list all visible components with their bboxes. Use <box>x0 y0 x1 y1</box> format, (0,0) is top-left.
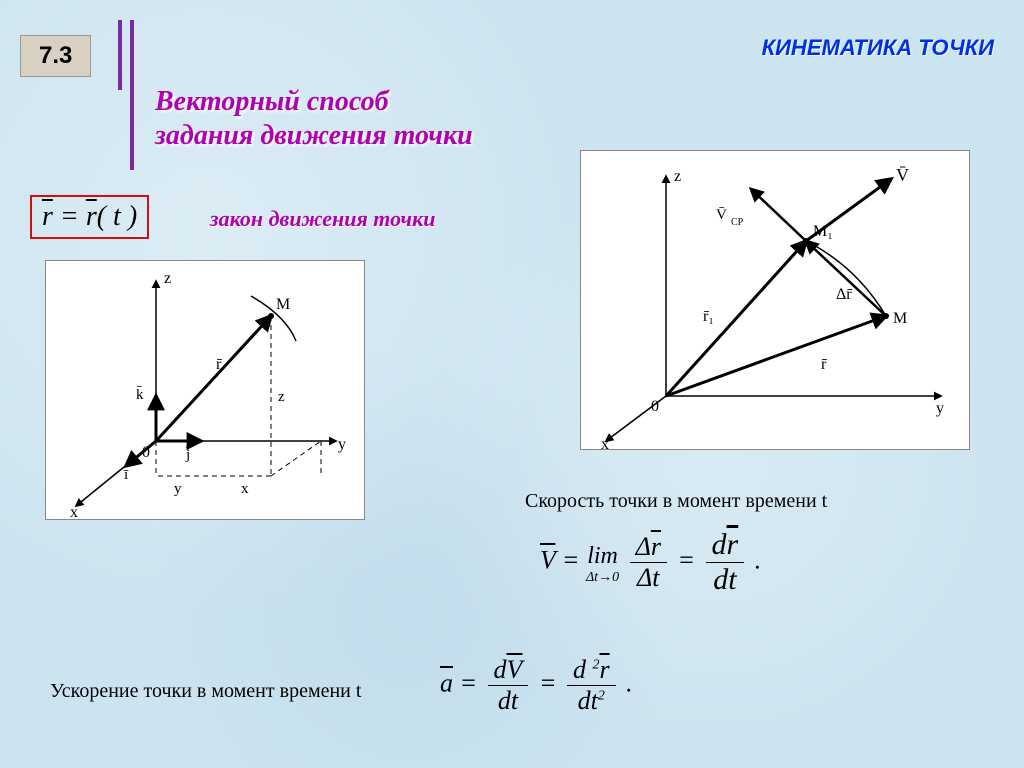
divider-vertical-long <box>130 20 134 170</box>
svg-text:Δr̄: Δr̄ <box>836 286 853 303</box>
svg-text:y: y <box>936 400 944 417</box>
svg-text:r̄: r̄ <box>821 356 828 373</box>
svg-text:z: z <box>164 270 171 287</box>
svg-text:M: M <box>276 296 290 313</box>
svg-text:x: x <box>70 504 78 521</box>
title-line-2: задания движения точки <box>155 120 473 151</box>
diagram-coordinate-system: z y x 0 M r̄ k̄ j̄ ī z x y <box>45 260 365 520</box>
svg-text:M₁: M₁ <box>813 223 833 240</box>
section-header: КИНЕМАТИКА ТОЧКИ <box>762 35 994 61</box>
svg-text:z: z <box>278 389 285 405</box>
diagram-1-svg: z y x 0 M r̄ k̄ j̄ ī z x y <box>46 261 366 521</box>
svg-text:x: x <box>601 436 609 451</box>
svg-text:y: y <box>338 436 346 453</box>
velocity-caption: Скорость точки в момент времени t <box>525 490 827 513</box>
acceleration-caption: Ускорение точки в момент времени t <box>50 680 361 703</box>
svg-text:ī: ī <box>123 467 129 483</box>
svg-text:k̄: k̄ <box>136 387 144 403</box>
title-line-1: Векторный способ <box>155 86 389 117</box>
acceleration-formula: a = dVdt = d 2rdt2 . <box>440 655 633 716</box>
divider-vertical-short <box>118 20 122 90</box>
svg-text:j̄: j̄ <box>185 447 191 463</box>
velocity-formula: V = limΔt→0 ΔrΔt = drdt . <box>540 528 761 597</box>
svg-text:x: x <box>241 481 249 497</box>
svg-text:CP: CP <box>731 217 744 228</box>
svg-text:M: M <box>893 310 907 327</box>
diagram-2-svg: z y x 0 M M₁ r̄ r̄₁ Δr̄ V̄ V̄ CP <box>581 151 971 451</box>
svg-text:r̄₁: r̄₁ <box>703 308 714 325</box>
page-title: Векторный способ задания движения точки <box>155 85 473 152</box>
svg-text:0: 0 <box>142 444 150 461</box>
svg-text:V̄: V̄ <box>896 165 909 185</box>
svg-text:V̄: V̄ <box>716 207 727 223</box>
svg-text:y: y <box>174 481 182 497</box>
law-formula-label: закон движения точки <box>210 206 435 232</box>
diagram-velocity-vectors: z y x 0 M M₁ r̄ r̄₁ Δr̄ V̄ V̄ CP <box>580 150 970 450</box>
svg-text:0: 0 <box>651 398 659 415</box>
law-formula-box: r = r( t ) <box>30 195 149 239</box>
page-number-badge: 7.3 <box>20 35 91 77</box>
svg-text:z: z <box>674 168 681 185</box>
